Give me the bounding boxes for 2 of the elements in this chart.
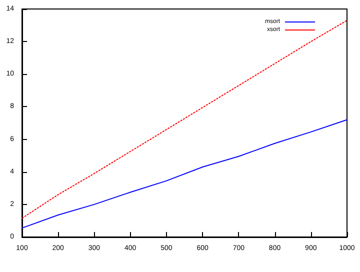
line-series <box>22 119 348 229</box>
line-series <box>22 20 348 219</box>
